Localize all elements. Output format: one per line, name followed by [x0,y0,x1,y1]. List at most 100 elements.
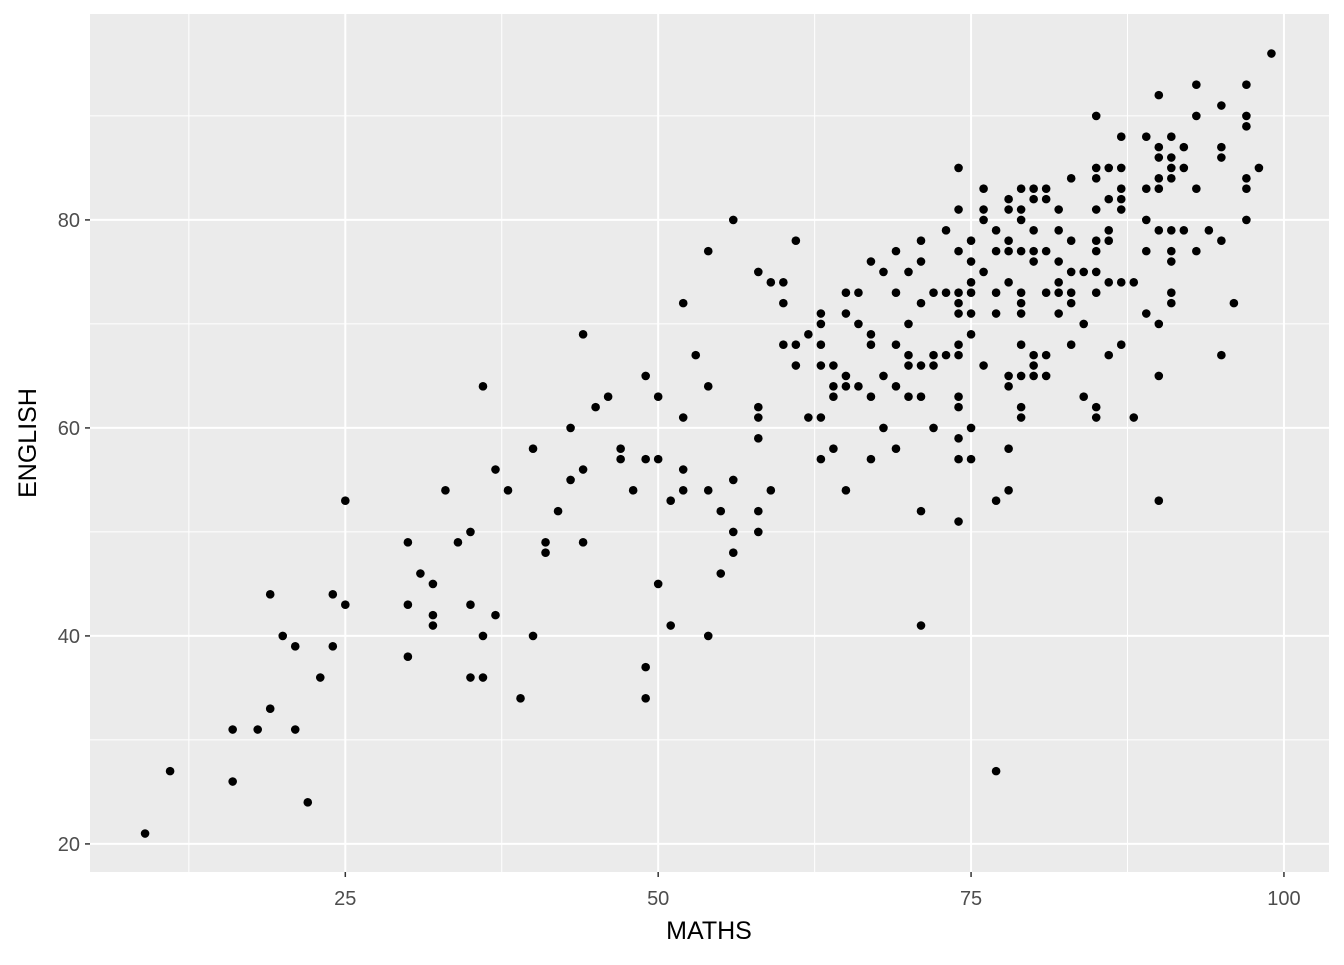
data-point [1004,246,1013,256]
data-point [428,621,438,630]
data-point [466,600,475,610]
data-point [603,392,613,402]
data-point [966,288,976,298]
data-point [1154,319,1164,329]
data-point [1029,361,1038,370]
data-point [1054,205,1063,214]
data-point [341,600,350,610]
data-point [1016,288,1026,298]
data-point [1004,194,1013,204]
data-point [929,350,938,360]
data-point [891,246,901,256]
data-point [841,309,851,318]
data-point [1179,163,1189,173]
data-point [553,506,563,516]
data-point [804,413,813,422]
data-point [941,226,951,235]
data-point [1104,350,1114,360]
data-point [1179,226,1189,235]
data-point [1179,142,1189,152]
data-point [1217,153,1226,162]
x-tick-label: 75 [960,888,982,910]
data-point [829,392,838,402]
data-point [1029,226,1038,235]
data-point [1141,309,1151,318]
data-point [916,506,926,516]
data-point [904,392,913,402]
data-point [954,163,963,173]
data-point [1041,288,1051,298]
data-point [791,236,801,246]
data-point [1066,267,1076,277]
data-point [816,413,826,422]
data-point [1167,257,1176,266]
data-point [290,725,300,734]
data-point [954,350,963,360]
data-point [1016,340,1026,350]
data-point [491,465,500,474]
data-point [428,579,438,589]
data-point [1029,184,1038,194]
data-point [791,361,801,370]
data-point [628,486,638,495]
data-point [1167,226,1176,235]
data-point [1104,194,1114,204]
data-point [416,569,425,578]
data-point [1066,340,1076,350]
data-point [891,288,901,298]
data-point [866,257,876,266]
data-point [528,631,538,641]
data-point [954,517,963,526]
data-point [466,527,475,537]
data-point [703,382,713,391]
data-point [754,267,763,277]
data-point [929,361,938,370]
data-point [866,340,876,350]
data-point [1016,298,1026,308]
data-point [891,444,901,454]
data-point [854,288,863,298]
data-point [1066,288,1076,298]
data-point [228,777,237,786]
data-point [779,340,788,350]
data-point [1116,194,1126,204]
data-point [1154,174,1164,183]
data-point [678,413,688,422]
data-point [891,340,901,350]
data-point [916,621,926,630]
data-point [954,392,963,402]
data-point [265,590,275,599]
data-point [165,766,175,776]
data-point [703,486,713,495]
data-point [779,298,788,308]
data-point [754,402,763,412]
data-point [1091,111,1101,121]
data-point [1091,267,1101,277]
panel-background [90,14,1329,872]
data-point [1116,184,1126,194]
data-point [991,246,1001,256]
data-point [816,309,826,318]
data-point [1116,163,1126,173]
data-point [1079,392,1089,402]
data-point [541,538,550,547]
data-point [1104,163,1114,173]
data-point [916,236,926,246]
data-point [954,298,963,308]
data-point [491,610,500,620]
data-point [1141,132,1151,142]
data-point [403,652,413,662]
data-point [528,444,538,454]
data-point [991,766,1001,776]
y-tick-label: 20 [58,834,80,856]
data-point [1079,319,1089,329]
data-point [1154,153,1164,162]
data-point [966,423,976,433]
data-point [1217,142,1226,152]
data-point [829,444,838,454]
x-tick-label: 25 [334,888,356,910]
data-point [453,538,463,547]
data-point [929,423,938,433]
data-point [641,662,650,672]
data-point [991,226,1001,235]
